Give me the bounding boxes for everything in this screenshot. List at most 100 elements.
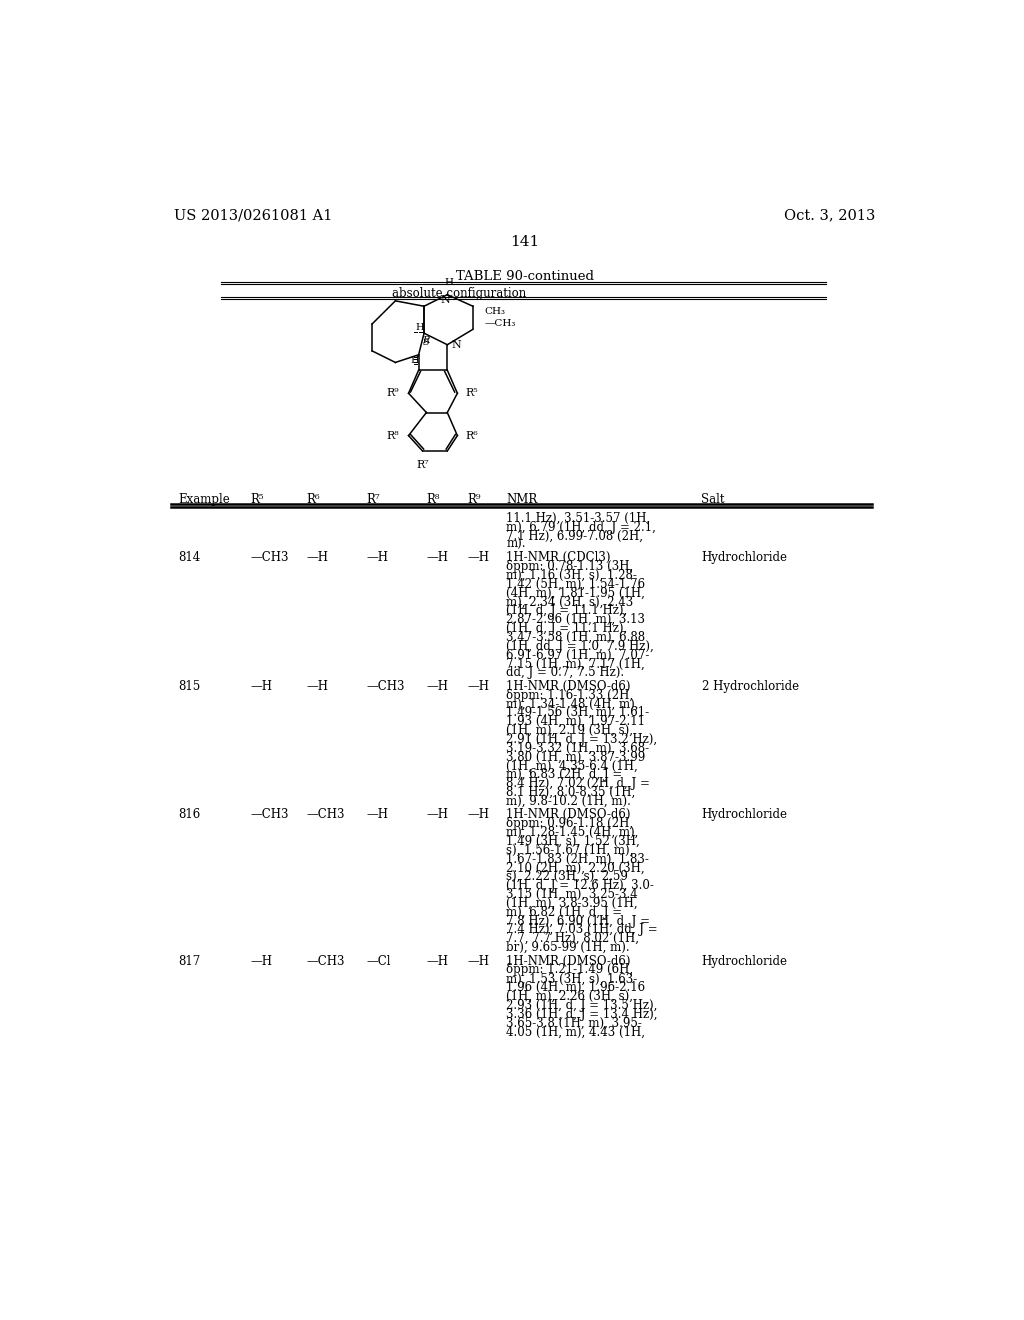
Text: —CH₃: —CH₃ bbox=[484, 319, 516, 329]
Text: 1.67-1.83 (2H, m), 1.83-: 1.67-1.83 (2H, m), 1.83- bbox=[506, 853, 649, 866]
Text: —H: —H bbox=[467, 552, 489, 564]
Text: (1H, m), 4.35-6.4 (1H,: (1H, m), 4.35-6.4 (1H, bbox=[506, 759, 638, 772]
Text: 2 Hydrochloride: 2 Hydrochloride bbox=[701, 680, 799, 693]
Text: 11.1 Hz), 3.51-3.57 (1H,: 11.1 Hz), 3.51-3.57 (1H, bbox=[506, 512, 650, 525]
Text: m), 9.8-10.2 (1H, m).: m), 9.8-10.2 (1H, m). bbox=[506, 795, 631, 808]
Text: 1.42 (5H, m), 1.54-1.76: 1.42 (5H, m), 1.54-1.76 bbox=[506, 578, 645, 590]
Text: R⁹: R⁹ bbox=[387, 388, 399, 399]
Text: m), 2.34 (3H, s), 2.43: m), 2.34 (3H, s), 2.43 bbox=[506, 595, 634, 609]
Text: (1H, d, J = 12.6 Hz), 3.0-: (1H, d, J = 12.6 Hz), 3.0- bbox=[506, 879, 654, 892]
Text: —H: —H bbox=[306, 552, 329, 564]
Text: m), 1.34-1.48 (4H, m),: m), 1.34-1.48 (4H, m), bbox=[506, 697, 639, 710]
Text: —H: —H bbox=[467, 808, 489, 821]
Text: 7.7, 7.7 Hz), 8.02 (1H,: 7.7, 7.7 Hz), 8.02 (1H, bbox=[506, 932, 639, 945]
Text: m), 6.79 (1H, dd, J = 2.1,: m), 6.79 (1H, dd, J = 2.1, bbox=[506, 520, 656, 533]
Text: US 2013/0261081 A1: US 2013/0261081 A1 bbox=[174, 209, 333, 223]
Text: 1.49 (3H, s), 1.52 (3H,: 1.49 (3H, s), 1.52 (3H, bbox=[506, 834, 640, 847]
Text: 815: 815 bbox=[178, 680, 201, 693]
Text: 817: 817 bbox=[178, 954, 201, 968]
Text: R⁸: R⁸ bbox=[387, 430, 399, 441]
Text: m), 6.82 (1H, d, J =: m), 6.82 (1H, d, J = bbox=[506, 906, 623, 919]
Text: R⁸: R⁸ bbox=[426, 494, 440, 507]
Text: (1H, d, J = 11.1 Hz),: (1H, d, J = 11.1 Hz), bbox=[506, 622, 628, 635]
Text: 7.4 Hz), 7.03 (1H, dd, J =: 7.4 Hz), 7.03 (1H, dd, J = bbox=[506, 924, 657, 936]
Text: m), 1.53 (3H, s), 1.63-: m), 1.53 (3H, s), 1.63- bbox=[506, 973, 638, 985]
Text: R⁹: R⁹ bbox=[467, 494, 481, 507]
Text: m), 6.83 (2H, d, J =: m), 6.83 (2H, d, J = bbox=[506, 768, 623, 781]
Text: —H: —H bbox=[467, 680, 489, 693]
Text: R: R bbox=[422, 337, 429, 346]
Text: S: S bbox=[423, 338, 430, 347]
Text: m).: m). bbox=[506, 539, 525, 552]
Text: 6.91-6.97 (1H, m), 7.07-: 6.91-6.97 (1H, m), 7.07- bbox=[506, 648, 649, 661]
Text: 816: 816 bbox=[178, 808, 201, 821]
Text: —H: —H bbox=[426, 954, 449, 968]
Text: 8.4 Hz), 7.02 (2H, d, J =: 8.4 Hz), 7.02 (2H, d, J = bbox=[506, 777, 650, 791]
Text: (1H, dd, J = 1.0, 7.9 Hz),: (1H, dd, J = 1.0, 7.9 Hz), bbox=[506, 640, 654, 652]
Text: —CH3: —CH3 bbox=[251, 808, 289, 821]
Text: 2.87-2.96 (1H, m), 3.13: 2.87-2.96 (1H, m), 3.13 bbox=[506, 612, 645, 626]
Text: H: H bbox=[411, 356, 419, 366]
Text: 1H-NMR (DMSO-d6): 1H-NMR (DMSO-d6) bbox=[506, 680, 631, 693]
Text: (1H, m), 2.19 (3H, s),: (1H, m), 2.19 (3H, s), bbox=[506, 723, 633, 737]
Text: 7.8 Hz), 6.90 (1H, d, J =: 7.8 Hz), 6.90 (1H, d, J = bbox=[506, 915, 650, 928]
Text: N: N bbox=[440, 296, 450, 305]
Text: (1H, m), 2.26 (3H, s),: (1H, m), 2.26 (3H, s), bbox=[506, 990, 633, 1003]
Text: H: H bbox=[416, 322, 425, 331]
Text: (4H, m), 1.81-1.95 (1H,: (4H, m), 1.81-1.95 (1H, bbox=[506, 586, 645, 599]
Text: Hydrochloride: Hydrochloride bbox=[701, 954, 787, 968]
Text: 3.80 (1H, m), 3.87-3.99: 3.80 (1H, m), 3.87-3.99 bbox=[506, 751, 645, 763]
Text: δppm: 1.16-1.33 (2H,: δppm: 1.16-1.33 (2H, bbox=[506, 689, 633, 701]
Text: 7.15 (1H, m), 7.17 (1H,: 7.15 (1H, m), 7.17 (1H, bbox=[506, 657, 645, 671]
Text: δppm: 0.78-1.13 (3H,: δppm: 0.78-1.13 (3H, bbox=[506, 560, 634, 573]
Text: NMR: NMR bbox=[506, 494, 538, 507]
Text: m), 1.28-1.45 (4H, m),: m), 1.28-1.45 (4H, m), bbox=[506, 826, 639, 840]
Text: —H: —H bbox=[426, 680, 449, 693]
Text: —H: —H bbox=[426, 552, 449, 564]
Text: 1.93 (4H, m), 1.97-2.11: 1.93 (4H, m), 1.97-2.11 bbox=[506, 715, 645, 729]
Text: 8.1 Hz), 8.0-8.35 (1H,: 8.1 Hz), 8.0-8.35 (1H, bbox=[506, 785, 636, 799]
Text: H: H bbox=[444, 279, 454, 286]
Text: absolute configuration: absolute configuration bbox=[391, 286, 525, 300]
Text: Example: Example bbox=[178, 494, 230, 507]
Text: 2.91 (1H, d, J = 13.2 Hz),: 2.91 (1H, d, J = 13.2 Hz), bbox=[506, 733, 657, 746]
Text: δppm: 0.96-1.18 (2H,: δppm: 0.96-1.18 (2H, bbox=[506, 817, 633, 830]
Text: —H: —H bbox=[306, 680, 329, 693]
Text: 3.19-3.32 (1H, m), 3.68-: 3.19-3.32 (1H, m), 3.68- bbox=[506, 742, 649, 755]
Text: —CH3: —CH3 bbox=[306, 954, 345, 968]
Text: 7.1 Hz), 6.99-7.08 (2H,: 7.1 Hz), 6.99-7.08 (2H, bbox=[506, 529, 643, 543]
Text: 1.96 (4H, m), 1.96-2.16: 1.96 (4H, m), 1.96-2.16 bbox=[506, 981, 645, 994]
Text: 3.47-3.58 (1H, m), 6.88: 3.47-3.58 (1H, m), 6.88 bbox=[506, 631, 645, 644]
Text: —H: —H bbox=[251, 680, 272, 693]
Text: —H: —H bbox=[426, 808, 449, 821]
Text: —H: —H bbox=[467, 954, 489, 968]
Text: N: N bbox=[452, 339, 461, 350]
Text: 1.49-1.56 (3H, m), 1.61-: 1.49-1.56 (3H, m), 1.61- bbox=[506, 706, 649, 719]
Text: 4.05 (1H, m), 4.43 (1H,: 4.05 (1H, m), 4.43 (1H, bbox=[506, 1026, 645, 1039]
Text: —Cl: —Cl bbox=[367, 954, 391, 968]
Text: CH₃: CH₃ bbox=[484, 308, 506, 315]
Text: —CH3: —CH3 bbox=[251, 552, 289, 564]
Text: dd, J = 0.7, 7.5 Hz).: dd, J = 0.7, 7.5 Hz). bbox=[506, 667, 625, 680]
Text: —H: —H bbox=[367, 808, 389, 821]
Text: δppm: 1.21-1.49 (6H,: δppm: 1.21-1.49 (6H, bbox=[506, 964, 633, 977]
Text: R⁶: R⁶ bbox=[465, 430, 478, 441]
Text: (1H, d, J = 11.1 Hz),: (1H, d, J = 11.1 Hz), bbox=[506, 605, 628, 618]
Text: R⁷: R⁷ bbox=[416, 461, 429, 470]
Text: 2.93 (1H, d, J = 13.5 Hz),: 2.93 (1H, d, J = 13.5 Hz), bbox=[506, 999, 657, 1012]
Text: 3.65-3.8 (1H, m), 3.95-: 3.65-3.8 (1H, m), 3.95- bbox=[506, 1016, 642, 1030]
Text: TABLE 90-continued: TABLE 90-continued bbox=[456, 271, 594, 282]
Text: 141: 141 bbox=[510, 235, 540, 249]
Text: 1H-NMR (CDCl3): 1H-NMR (CDCl3) bbox=[506, 552, 610, 564]
Text: Salt: Salt bbox=[701, 494, 725, 507]
Text: R⁵: R⁵ bbox=[251, 494, 264, 507]
Text: 1H-NMR (DMSO-d6): 1H-NMR (DMSO-d6) bbox=[506, 954, 631, 968]
Text: —H: —H bbox=[251, 954, 272, 968]
Text: 2.10 (2H, m), 2.20 (3H,: 2.10 (2H, m), 2.20 (3H, bbox=[506, 862, 645, 874]
Text: —CH3: —CH3 bbox=[306, 808, 345, 821]
Text: R⁶: R⁶ bbox=[306, 494, 319, 507]
Text: (1H, m), 3.8-3.95 (1H,: (1H, m), 3.8-3.95 (1H, bbox=[506, 896, 638, 909]
Text: R⁷: R⁷ bbox=[367, 494, 380, 507]
Text: 3.15 (1H, m), 3.25-3.4: 3.15 (1H, m), 3.25-3.4 bbox=[506, 888, 638, 902]
Text: Hydrochloride: Hydrochloride bbox=[701, 808, 787, 821]
